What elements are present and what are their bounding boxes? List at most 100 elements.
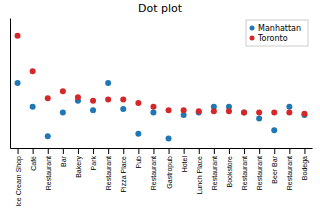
- x-tick: Restaurant: [286, 148, 293, 190]
- plot: Ice Cream Shop Café Restaurant Bar Bakery Par…: [11, 19, 313, 207]
- point: [196, 108, 202, 114]
- x-tick-mark: [244, 148, 245, 154]
- x-tick-label: Ice Cream Shop: [15, 156, 23, 207]
- point: [256, 110, 262, 116]
- x-tick: Restaurant: [256, 148, 263, 190]
- x-tick-mark: [229, 148, 230, 154]
- x-axis-line: [11, 148, 313, 149]
- point: [120, 106, 126, 112]
- x-tick: Bookstore: [226, 148, 233, 188]
- point: [301, 111, 307, 117]
- x-tick-label: Restaurant: [45, 156, 52, 190]
- point: [256, 115, 262, 121]
- x-tick-mark: [108, 148, 109, 154]
- point: [105, 80, 111, 86]
- point: [90, 107, 96, 113]
- x-tick-label: Pizza Place: [120, 156, 127, 193]
- legend-swatch: [250, 26, 255, 31]
- x-tick-label: Restaurant: [286, 156, 293, 190]
- x-tick-label: Restaurant: [241, 156, 248, 190]
- point: [271, 127, 277, 133]
- x-tick-mark: [304, 148, 305, 154]
- point: [150, 104, 156, 110]
- x-tick: Bar: [60, 148, 67, 167]
- y-axis-line: [10, 19, 11, 149]
- point: [286, 110, 292, 116]
- x-tick: Bodega: [301, 148, 309, 180]
- x-tick-mark: [169, 148, 170, 154]
- point: [45, 133, 51, 139]
- x-tick-mark: [289, 148, 290, 154]
- point: [45, 95, 51, 101]
- x-tick-mark: [274, 148, 275, 154]
- point: [226, 108, 232, 114]
- x-tick-mark: [214, 148, 215, 154]
- point: [286, 104, 292, 110]
- x-tick: Restaurant: [45, 148, 52, 190]
- x-tick-label: Park: [90, 156, 97, 171]
- x-tick: Restaurant: [241, 148, 248, 190]
- x-tick-mark: [63, 148, 64, 154]
- legend-item: Toronto: [250, 34, 288, 43]
- point: [166, 107, 172, 113]
- x-tick-label: Lunch Place: [196, 156, 203, 195]
- point: [75, 94, 81, 100]
- x-tick-label: Bakery: [75, 156, 83, 178]
- x-tick-label: Café: [30, 156, 37, 171]
- x-tick-label: Restaurant: [105, 156, 112, 190]
- point: [211, 108, 217, 114]
- legend-swatch: [250, 36, 255, 41]
- x-tick-mark: [18, 148, 19, 154]
- x-tick-mark: [78, 148, 79, 154]
- x-tick-mark: [184, 148, 185, 154]
- point: [120, 97, 126, 103]
- x-tick: Restaurant: [150, 148, 157, 190]
- x-tick: Beer Bar: [271, 148, 278, 184]
- x-tick-label: Restaurant: [150, 156, 157, 190]
- point: [271, 110, 277, 116]
- x-tick: Pub: [135, 148, 142, 168]
- point: [241, 110, 247, 116]
- x-tick-label: Gastropub: [166, 156, 174, 189]
- x-tick-label: Pub: [135, 156, 142, 169]
- chart: Dot plot Ice Cream Shop Café Restaurant Bar B…: [0, 0, 320, 214]
- point: [15, 80, 21, 86]
- legend-label: Manhattan: [258, 24, 301, 33]
- point: [30, 68, 36, 74]
- legend-label: Toronto: [257, 34, 288, 43]
- point: [60, 110, 66, 116]
- legend-item: Manhattan: [250, 24, 302, 33]
- point: [60, 88, 66, 94]
- point: [150, 110, 156, 116]
- x-tick-mark: [259, 148, 260, 154]
- x-tick: Pizza Place: [120, 148, 127, 193]
- y-axis: [10, 19, 11, 149]
- point: [135, 131, 141, 137]
- points: [15, 33, 308, 142]
- point: [105, 97, 111, 103]
- legend: ManhattanToronto: [246, 20, 308, 46]
- x-axis: Ice Cream Shop Café Restaurant Bar Bakery Par…: [11, 148, 313, 207]
- x-tick-label: Restaurant: [211, 156, 218, 190]
- point: [166, 136, 172, 142]
- point: [135, 100, 141, 106]
- x-tick: Bakery: [75, 148, 83, 178]
- point: [30, 104, 36, 110]
- x-tick-mark: [199, 148, 200, 154]
- title: Dot plot: [138, 2, 183, 15]
- x-tick-label: Beer Bar: [271, 155, 278, 183]
- x-tick-label: Restaurant: [256, 156, 263, 190]
- x-tick: Hotel: [181, 148, 188, 172]
- x-tick-label: Bar: [60, 155, 67, 167]
- x-tick-label: Bookstore: [226, 156, 233, 188]
- series: [15, 80, 308, 142]
- point: [181, 107, 187, 113]
- point: [90, 98, 96, 104]
- x-tick-mark: [153, 148, 154, 154]
- point: [241, 110, 247, 116]
- x-tick: Gastropub: [166, 148, 174, 189]
- x-tick: Restaurant: [105, 148, 112, 190]
- x-tick-mark: [138, 148, 139, 154]
- x-tick: Ice Cream Shop: [15, 148, 23, 207]
- x-tick-label: Hotel: [181, 156, 188, 173]
